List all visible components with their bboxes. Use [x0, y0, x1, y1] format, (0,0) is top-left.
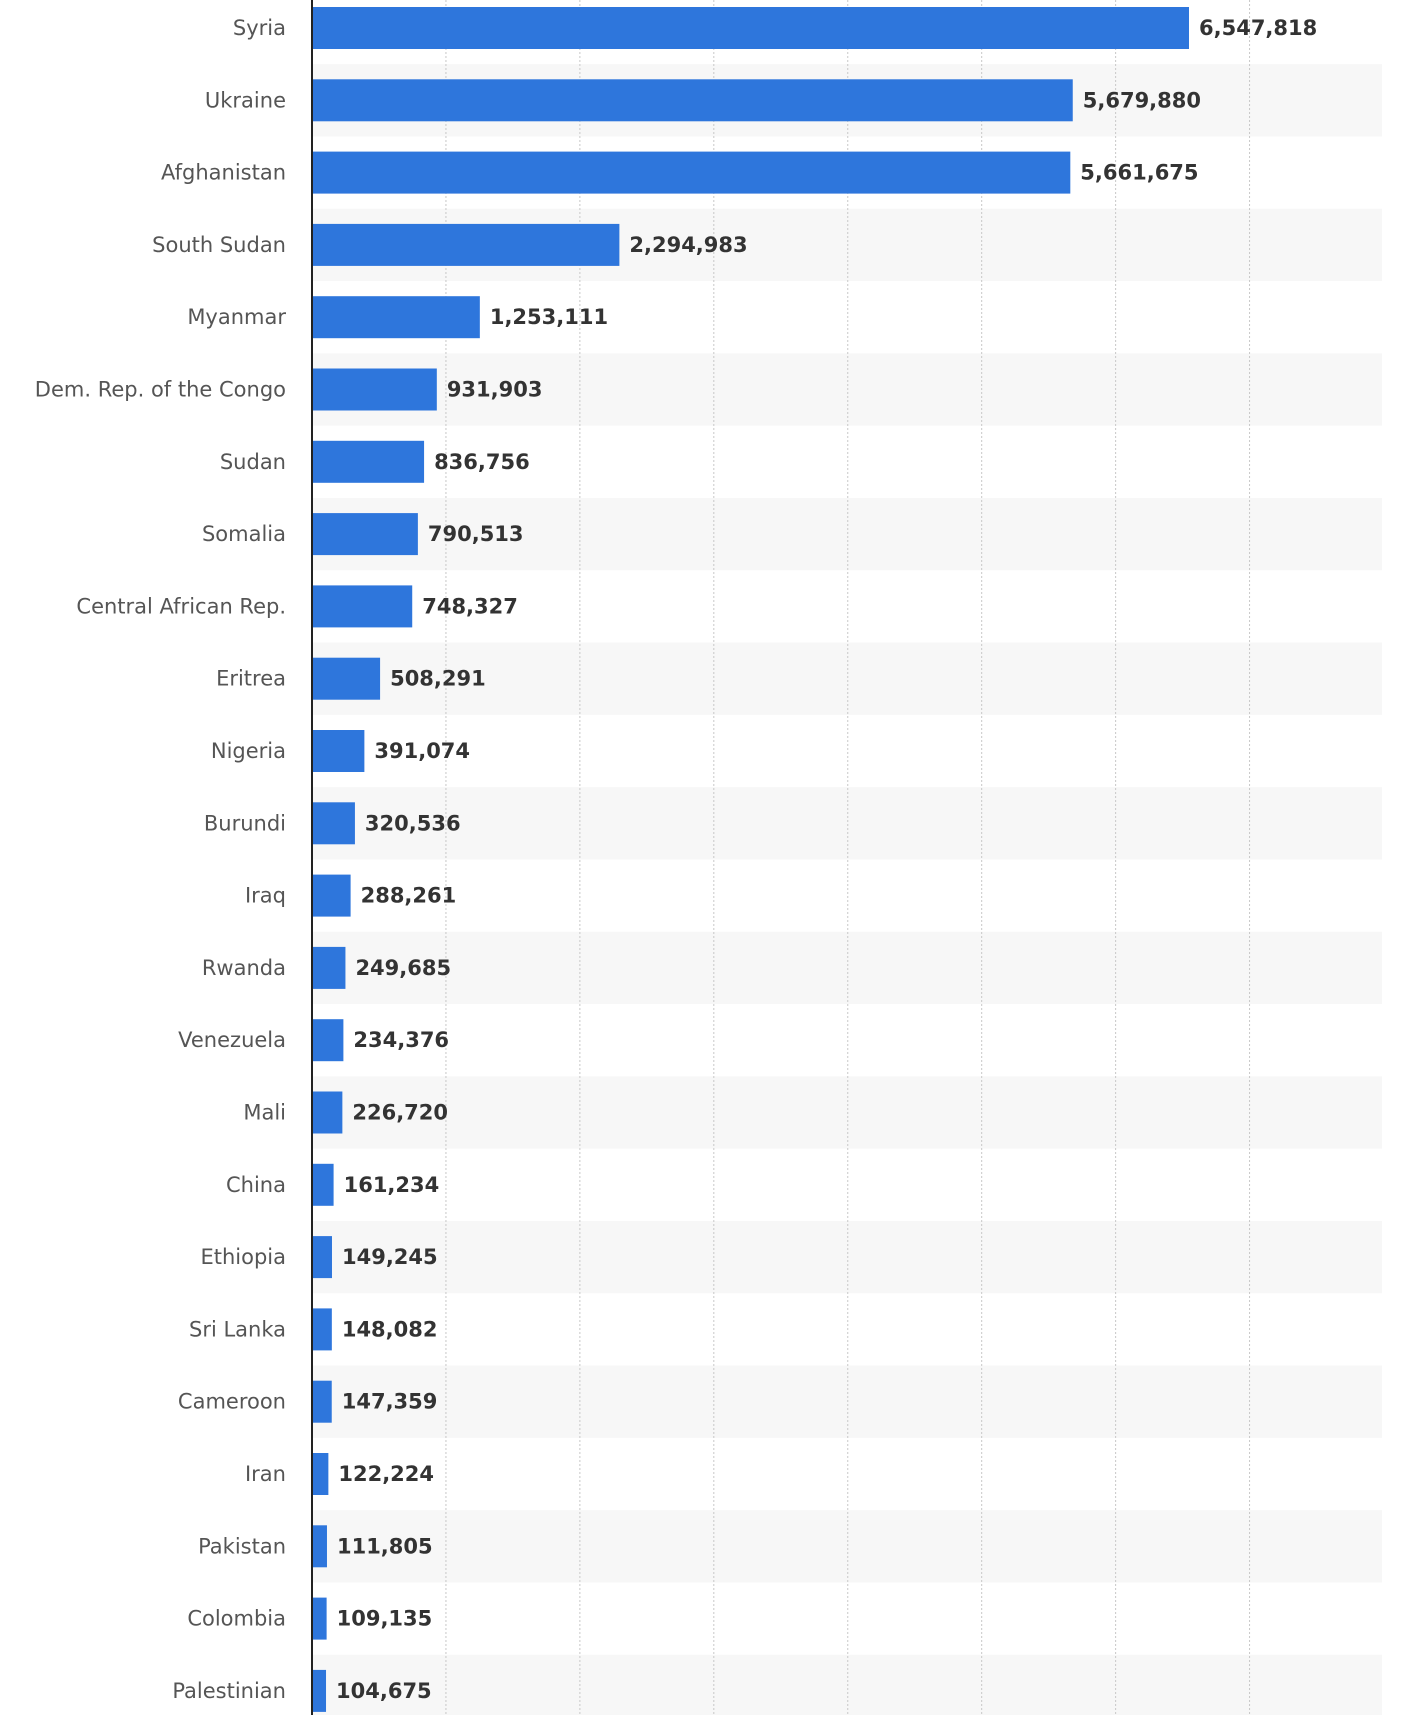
category-label: Sudan [220, 450, 286, 474]
category-label: Dem. Rep. of the Congo [35, 378, 286, 402]
category-label: China [226, 1173, 286, 1197]
row-band [312, 1076, 1382, 1149]
bar[interactable] [312, 874, 351, 917]
category-label: Palestinian [172, 1679, 286, 1703]
category-labels: Syria Ukraine Afghanistan South Sudan Myanma… [35, 16, 287, 1703]
gridlines [445, 0, 1251, 1715]
bar[interactable] [312, 1597, 327, 1640]
bar[interactable] [312, 368, 437, 411]
bar[interactable] [312, 79, 1073, 122]
row-band [312, 642, 1382, 715]
data-label: 147,359 [342, 1390, 438, 1414]
data-label: 320,536 [365, 811, 461, 835]
data-label: 391,074 [374, 739, 470, 763]
bar[interactable] [312, 296, 480, 339]
bar[interactable] [312, 440, 425, 483]
bar[interactable] [312, 1019, 344, 1062]
data-label: 249,685 [355, 956, 451, 980]
bar[interactable] [312, 1308, 332, 1351]
value-labels: 6,547,818 5,679,880 5,661,675 2,294,983 1,25… [336, 16, 1317, 1703]
category-label: Ethiopia [200, 1245, 286, 1269]
category-label: Venezuela [178, 1028, 286, 1052]
row-band [312, 497, 1382, 571]
bar[interactable] [312, 657, 381, 700]
row-band [312, 1365, 1382, 1438]
category-label: Cameroon [178, 1390, 286, 1414]
data-label: 234,376 [353, 1028, 449, 1052]
bar[interactable] [312, 7, 1189, 49]
data-label: 931,903 [447, 378, 543, 402]
bar[interactable] [312, 1525, 327, 1568]
data-label: 111,805 [337, 1534, 433, 1558]
bar[interactable] [312, 802, 355, 845]
bar[interactable] [312, 730, 365, 772]
row-band [312, 1220, 1382, 1294]
data-label: 5,679,880 [1083, 88, 1201, 112]
bar[interactable] [312, 223, 620, 266]
category-label: South Sudan [152, 233, 286, 257]
row-band [312, 353, 1382, 426]
category-label: Pakistan [198, 1534, 286, 1558]
data-label: 5,661,675 [1080, 161, 1198, 185]
bar[interactable] [312, 1380, 332, 1423]
row-bands [312, 64, 1382, 1715]
data-label: 104,675 [336, 1679, 432, 1703]
data-label: 836,756 [434, 450, 530, 474]
category-label: Mali [243, 1101, 286, 1125]
data-label: 790,513 [428, 522, 524, 546]
data-label: 109,135 [337, 1607, 433, 1631]
category-label: Iraq [245, 884, 286, 908]
bar[interactable] [312, 513, 418, 556]
category-label: Burundi [204, 811, 286, 835]
data-label: 149,245 [342, 1245, 438, 1269]
category-label: Colombia [187, 1607, 286, 1631]
row-band [312, 787, 1382, 860]
bars [312, 7, 1189, 1712]
category-label: Rwanda [202, 956, 286, 980]
row-band [312, 931, 1382, 1005]
category-label: Myanmar [187, 305, 286, 329]
bar[interactable] [312, 151, 1071, 194]
bar[interactable] [312, 1163, 334, 1206]
category-label: Syria [233, 16, 286, 40]
bar[interactable] [312, 1669, 327, 1712]
data-label: 1,253,111 [490, 305, 608, 329]
category-label: Eritrea [216, 667, 286, 691]
category-label: Sri Lanka [189, 1317, 286, 1341]
row-band [312, 1654, 1382, 1715]
data-label: 2,294,983 [629, 233, 747, 257]
bar[interactable] [312, 946, 346, 989]
bar[interactable] [312, 1453, 329, 1495]
bar[interactable] [312, 1236, 332, 1279]
data-label: 148,082 [342, 1317, 438, 1341]
bar[interactable] [312, 1091, 343, 1134]
category-label: Central African Rep. [76, 594, 286, 618]
data-label: 6,547,818 [1199, 16, 1317, 40]
row-band [312, 1510, 1382, 1583]
data-label: 226,720 [352, 1101, 448, 1125]
category-label: Ukraine [205, 88, 286, 112]
data-label: 508,291 [390, 667, 486, 691]
bar[interactable] [312, 585, 413, 628]
data-label: 288,261 [361, 884, 457, 908]
category-label: Nigeria [211, 739, 286, 763]
data-label: 748,327 [422, 594, 518, 618]
category-label: Somalia [202, 522, 286, 546]
category-label: Afghanistan [161, 161, 286, 185]
category-label: Iran [245, 1462, 286, 1486]
data-label: 161,234 [344, 1173, 440, 1197]
data-label: 122,224 [338, 1462, 434, 1486]
